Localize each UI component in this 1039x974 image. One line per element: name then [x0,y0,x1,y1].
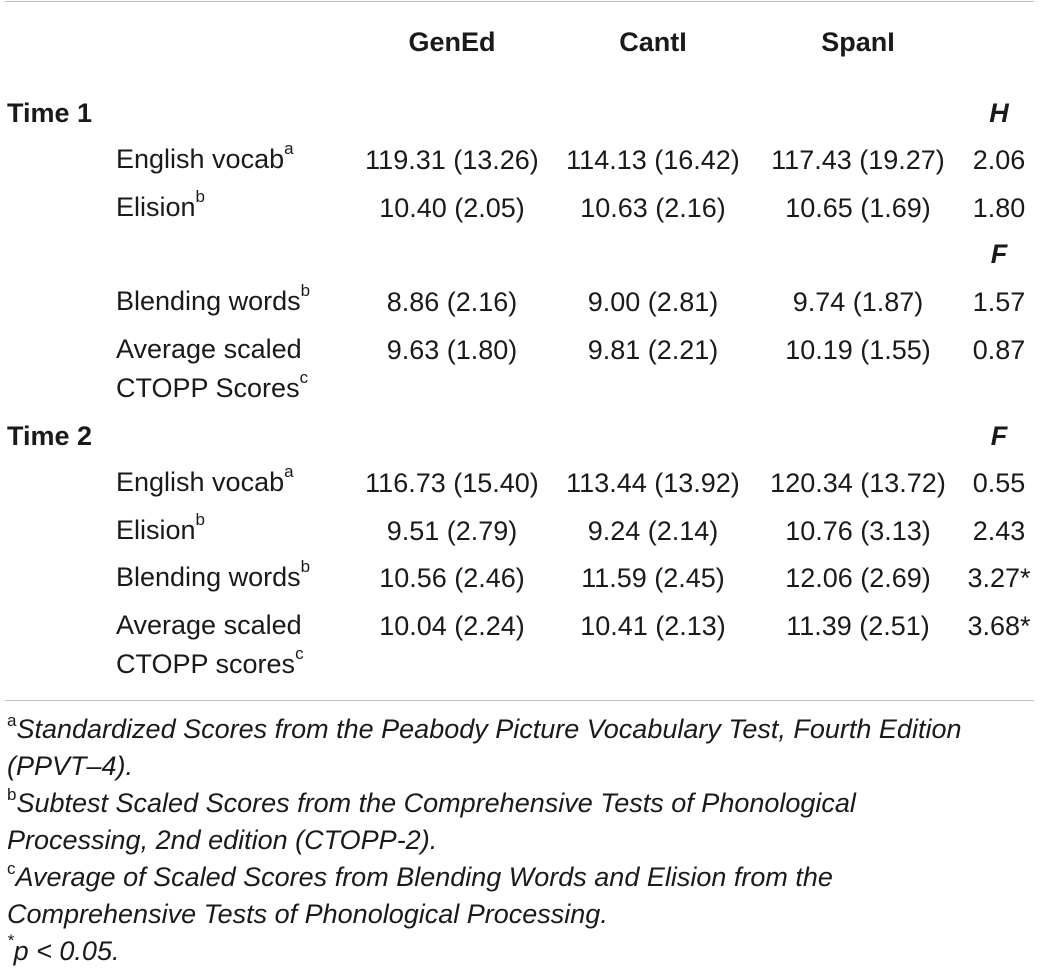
cell-value: 10.56 (2.46) [379,563,525,593]
footnote-c-cont: Comprehensive Tests of Phonological Proc… [7,899,608,929]
cell-value: 116.73 (15.40) [365,468,539,498]
footnote-a-cont: (PPVT–4). [7,751,134,781]
cell-value: 9.00 (2.81) [587,287,719,317]
row-label-english-vocab-t2: English vocaba [116,462,294,497]
column-header-gened: GenEd [408,27,496,57]
cell-value: 113.44 (13.92) [566,468,740,498]
cell-stat: 2.06 [972,145,1026,175]
row-label-blending-t1: Blending wordsb [116,281,311,316]
stat-header-f: F [990,239,1008,269]
cell-value: 8.86 (2.16) [386,287,518,317]
row-label-avg-ctopp-t2-line1: Average scaled [116,610,302,640]
cell-value: 11.39 (2.51) [786,611,930,641]
row-label-blending-t2: Blending wordsb [116,557,311,592]
row-label-avg-ctopp-t1-line2: CTOPP Scoresc [116,368,309,403]
footnote-b-cont: Processing, 2nd edition (CTOPP-2). [7,825,438,855]
cell-value: 11.59 (2.45) [581,563,725,593]
cell-value: 10.04 (2.24) [379,611,525,641]
cell-value: 114.13 (16.42) [566,145,740,175]
group-label-time2: Time 2 [7,421,93,451]
cell-value: 9.24 (2.14) [587,516,719,546]
stat-header-f-t2: F [990,421,1008,451]
cell-stat: 0.55 [972,468,1026,498]
footnote-c: cAverage of Scaled Scores from Blending … [7,859,833,892]
cell-value: 12.06 (2.69) [785,563,931,593]
cell-value: 117.43 (19.27) [771,145,945,175]
cell-value: 9.63 (1.80) [386,335,518,365]
column-header-spani: SpanI [821,27,895,57]
cell-value: 9.74 (1.87) [792,287,924,317]
cell-value: 10.19 (1.55) [785,335,931,365]
cell-value: 9.81 (2.21) [587,335,719,365]
cell-value: 10.41 (2.13) [580,611,726,641]
cell-stat: 1.57 [972,287,1026,317]
column-header-canti: CantI [619,27,687,57]
cell-stat: 3.27* [967,563,1031,593]
cell-stat: 3.68* [967,611,1031,641]
cell-value: 10.40 (2.05) [379,193,525,223]
cell-value: 10.65 (1.69) [785,193,931,223]
footnote-b: bSubtest Scaled Scores from the Comprehe… [7,785,856,818]
cell-value: 10.76 (3.13) [785,516,931,546]
table-bottom-rule [5,700,1034,701]
cell-stat: 1.80 [972,193,1026,223]
row-label-elision-t2: Elisionb [116,510,206,545]
cell-value: 120.34 (13.72) [770,468,946,498]
cell-value: 119.31 (13.26) [365,145,539,175]
group-label-time1: Time 1 [7,98,93,128]
row-label-avg-ctopp-t1-line1: Average scaled [116,334,302,364]
cell-stat: 2.43 [972,516,1026,546]
footnote-significance: *p < 0.05. [7,931,120,966]
table-top-rule [5,1,1034,2]
cell-value: 9.51 (2.79) [386,516,518,546]
table-footnotes: aStandardized Scores from the Peabody Pi… [7,711,1032,970]
row-label-english-vocab-t1: English vocaba [116,139,294,174]
footnote-a: aStandardized Scores from the Peabody Pi… [7,711,962,744]
row-label-avg-ctopp-t2-line2: CTOPP scoresc [116,644,304,679]
row-label-elision-t1: Elisionb [116,187,206,222]
cell-stat: 0.87 [972,335,1026,365]
cell-value: 10.63 (2.16) [580,193,726,223]
stat-header-h: H [989,98,1009,128]
